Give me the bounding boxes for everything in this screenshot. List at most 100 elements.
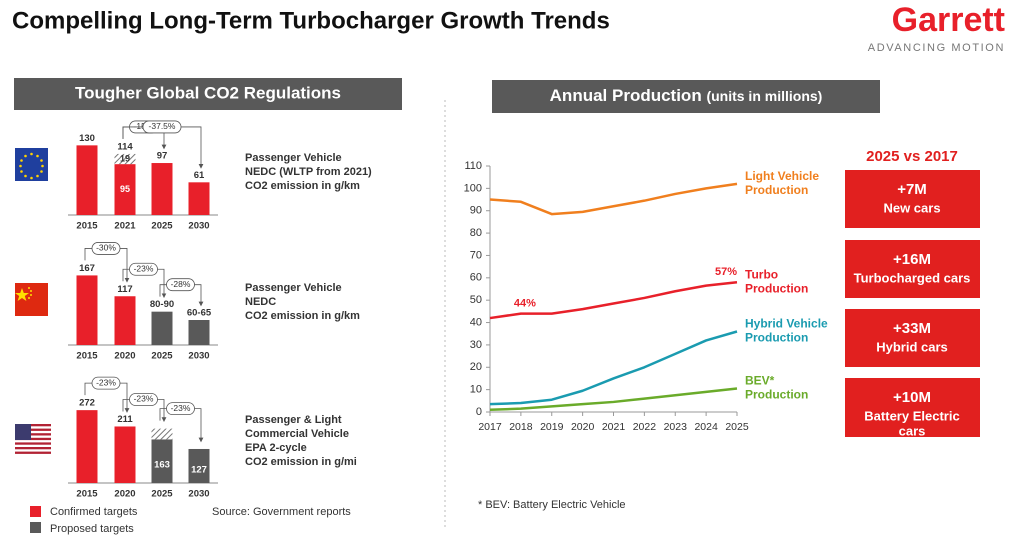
series-label: Hybrid Vehicle — [745, 317, 828, 331]
x-tick-label: 2030 — [188, 351, 209, 362]
bar — [188, 182, 210, 215]
x-tick-label: 2030 — [188, 489, 209, 500]
y-tick-label: 30 — [470, 339, 482, 351]
bar-label: 127 — [191, 465, 207, 476]
bar — [76, 275, 98, 345]
y-tick-label: 10 — [470, 384, 482, 396]
stat-value: +7M — [897, 181, 927, 198]
flag-china — [15, 283, 48, 316]
bar — [188, 320, 210, 345]
series-line — [489, 387, 738, 412]
annotation-bubble — [166, 278, 195, 292]
chart-description: CO2 emission in g/mi — [245, 456, 357, 468]
chart-description: CO2 emission in g/km — [245, 180, 360, 192]
chart-description: Passenger Vehicle — [245, 282, 342, 294]
bar — [151, 163, 173, 215]
y-tick-label: 70 — [470, 249, 482, 261]
series-line — [489, 330, 738, 406]
chart-description: NEDC — [245, 296, 276, 308]
x-tick-label: 2018 — [509, 421, 533, 433]
annotation-label: -23% — [96, 377, 116, 387]
x-tick-label: 2015 — [76, 489, 98, 500]
bar-label: 95 — [120, 184, 130, 194]
stat-box — [845, 240, 980, 298]
annotation-label: -37.5% — [149, 121, 176, 131]
bar — [114, 296, 136, 345]
y-tick-label: 80 — [470, 227, 482, 239]
bar-label: 19 — [120, 153, 130, 163]
comparison-title: 2025 vs 2017 — [866, 148, 958, 165]
x-tick-label: 2022 — [633, 421, 657, 433]
y-tick-label: 110 — [464, 160, 482, 172]
y-tick-label: 40 — [470, 316, 482, 328]
annotation-bubble — [129, 393, 158, 406]
annotation-bubble — [91, 242, 121, 255]
bar — [151, 428, 173, 440]
annotation-bubble — [129, 262, 158, 276]
chart-description: NEDC (WLTP from 2021) — [245, 166, 372, 178]
series-label: Light Vehicle — [745, 169, 819, 183]
flag-usa — [15, 424, 51, 454]
y-tick-label: 60 — [470, 272, 482, 284]
x-tick-label: 2025 — [151, 221, 173, 232]
stat-label: cars — [899, 423, 926, 438]
bar-total: 167 — [79, 263, 95, 274]
bar — [114, 153, 136, 165]
bar-label: 80-90 — [150, 299, 174, 310]
stat-label: New cars — [883, 200, 940, 215]
footnote: * BEV: Battery Electric Vehicle — [478, 499, 626, 511]
left-header: Tougher Global CO2 Regulations — [75, 83, 341, 102]
bar-total: 117 — [117, 284, 132, 295]
series-label: Production — [745, 331, 808, 345]
bar-label: 60-65 — [187, 308, 212, 319]
series-label: Production — [745, 183, 808, 197]
x-tick-label: 2023 — [664, 421, 688, 433]
flag-eu — [15, 148, 48, 181]
chart-description: CO2 emission in g/km — [245, 310, 360, 322]
bar — [76, 410, 98, 483]
chart-description: Passenger Vehicle — [245, 152, 342, 164]
y-tick-label: 90 — [470, 205, 482, 217]
chart-description: EPA 2-cycle — [245, 442, 307, 454]
x-tick-label: 2020 — [114, 489, 135, 500]
x-tick-label: 2030 — [188, 221, 209, 232]
stat-label: Hybrid cars — [876, 339, 948, 354]
bar-total: 211 — [117, 414, 133, 425]
x-tick-label: 2020 — [114, 351, 135, 362]
bar — [114, 164, 136, 215]
slide-title: Compelling Long-Term Turbocharger Growth… — [12, 7, 610, 34]
annotation-label: -23% — [134, 264, 154, 274]
y-tick-label: 0 — [476, 406, 482, 418]
x-tick-label: 2024 — [694, 421, 718, 433]
y-tick-label: 100 — [464, 182, 482, 194]
chart-description: Commercial Vehicle — [245, 428, 349, 440]
series-label: Production — [745, 388, 808, 402]
stat-value: +33M — [893, 320, 931, 337]
annotation-label: -30% — [96, 243, 116, 253]
bar-total: 130 — [79, 133, 95, 144]
x-tick-label: 2021 — [602, 421, 626, 433]
legend: Confirmed targets Proposed targets — [30, 506, 138, 535]
logo-tagline: ADVANCING MOTION — [868, 42, 1005, 54]
annotation-label: -28% — [171, 279, 191, 289]
stat-label: Battery Electric — [864, 408, 959, 423]
x-tick-label: 2025 — [151, 489, 173, 500]
stat-box — [845, 378, 980, 437]
logo: Garrett — [892, 1, 1005, 39]
x-tick-label: 2017 — [478, 421, 502, 433]
bar — [114, 426, 136, 483]
annotation-bubble — [166, 402, 195, 416]
legend-swatch — [30, 506, 41, 517]
stat-box — [845, 309, 980, 367]
y-tick-label: 20 — [470, 361, 482, 373]
chart-description: Passenger & Light — [245, 414, 342, 426]
series-line — [489, 281, 738, 320]
x-tick-label: 2019 — [540, 421, 564, 433]
point-annotation: 57% — [715, 266, 737, 278]
right-header: Annual Production (units in millions) — [550, 86, 823, 105]
bar-total: 114 — [117, 141, 133, 152]
bar-total: 61 — [194, 170, 205, 181]
series-label: Turbo — [745, 267, 778, 281]
point-annotation: 44% — [514, 298, 536, 310]
